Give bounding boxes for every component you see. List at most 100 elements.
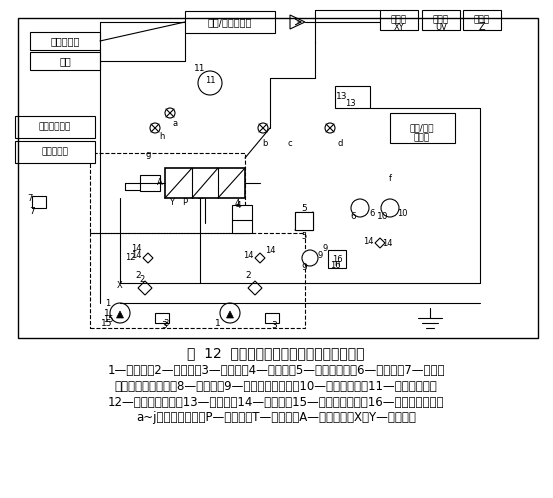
Text: b: b [262, 138, 268, 147]
Text: 6: 6 [350, 212, 356, 221]
Text: 信号处理器: 信号处理器 [41, 147, 69, 156]
Polygon shape [290, 15, 305, 29]
Bar [295, 212, 313, 230]
Text: 14: 14 [265, 246, 275, 254]
Text: h: h [159, 131, 165, 140]
Text: 13: 13 [336, 92, 348, 101]
Bar [232, 205, 252, 233]
Text: 1: 1 [104, 308, 110, 318]
Text: 9: 9 [317, 251, 322, 260]
Text: P: P [182, 198, 187, 207]
Text: 自动/手动
控制器: 自动/手动 控制器 [410, 124, 434, 143]
Circle shape [198, 71, 222, 95]
Text: g: g [145, 149, 150, 158]
Text: 10: 10 [377, 212, 389, 221]
Text: X: X [117, 281, 123, 290]
Bar [140, 175, 160, 191]
Text: c: c [288, 138, 293, 147]
Polygon shape [248, 281, 262, 295]
Text: 电源: 电源 [59, 56, 71, 66]
Circle shape [220, 303, 240, 323]
Bar [185, 11, 275, 33]
Text: 16: 16 [332, 254, 342, 263]
Text: 自动/手动控制器: 自动/手动控制器 [208, 17, 252, 27]
Text: A: A [157, 177, 163, 186]
Circle shape [351, 199, 369, 217]
Circle shape [302, 250, 318, 266]
Text: 14: 14 [363, 237, 373, 246]
Text: 11: 11 [194, 64, 206, 73]
Polygon shape [138, 281, 152, 295]
Bar [328, 250, 346, 268]
Polygon shape [375, 238, 385, 248]
Text: f: f [389, 173, 392, 182]
Polygon shape [255, 253, 265, 263]
Text: 9: 9 [301, 263, 307, 272]
Text: T: T [197, 198, 202, 207]
Text: 3: 3 [163, 319, 169, 328]
Text: 7: 7 [27, 194, 33, 203]
Bar [30, 32, 100, 50]
Text: 示波器: 示波器 [474, 15, 490, 24]
Text: 4: 4 [234, 199, 239, 208]
Text: 1: 1 [215, 319, 221, 328]
Text: 记录仪: 记录仪 [433, 15, 449, 24]
Text: 感器或压差传感器；8—被试阀；9—泄漏流量传感器；10—温度指示器；11—流量传感器；: 感器或压差传感器；8—被试阀；9—泄漏流量传感器；10—温度指示器；11—流量传… [114, 379, 437, 392]
Text: 2: 2 [245, 271, 251, 280]
Text: 3: 3 [271, 321, 277, 330]
Text: 2: 2 [135, 271, 141, 280]
Polygon shape [117, 311, 123, 318]
Text: 1—液压源；2—过滤器；3—溢流阀；4—蓄能器；5—温度传感器；6—压力表；7—压力传: 1—液压源；2—过滤器；3—溢流阀；4—蓄能器；5—温度传感器；6—压力表；7—… [107, 364, 445, 376]
Text: 3: 3 [161, 321, 167, 330]
Text: 压力显示装置: 压力显示装置 [39, 123, 71, 131]
Text: 10: 10 [397, 209, 407, 218]
Text: 5: 5 [301, 232, 306, 241]
Bar [30, 52, 100, 70]
Bar [422, 10, 460, 30]
Text: 14: 14 [382, 239, 392, 248]
Text: 1: 1 [106, 298, 111, 307]
Text: 15: 15 [103, 316, 113, 325]
Circle shape [110, 303, 130, 323]
Bar [90, 153, 245, 233]
Text: Y: Y [170, 198, 175, 207]
Bar [165, 168, 245, 198]
Text: 16: 16 [330, 261, 340, 270]
Text: 15: 15 [101, 319, 113, 328]
Bar [463, 10, 501, 30]
Text: 6: 6 [369, 209, 375, 218]
Text: 12: 12 [125, 253, 135, 262]
Text: n: n [335, 258, 340, 267]
Bar [15, 116, 95, 138]
Circle shape [381, 199, 399, 217]
Bar [380, 10, 418, 30]
Bar [18, 18, 538, 338]
Text: 13: 13 [345, 99, 356, 108]
Polygon shape [227, 311, 233, 318]
Text: 5: 5 [301, 204, 307, 213]
Text: 2: 2 [139, 275, 145, 284]
Bar [32, 196, 46, 208]
Text: UV: UV [435, 22, 447, 31]
Text: 14: 14 [243, 251, 253, 260]
Text: 14: 14 [131, 244, 141, 252]
Bar [295, 212, 313, 230]
Text: 图  12  三通比例方向阀典型的稳态试验回路: 图 12 三通比例方向阀典型的稳态试验回路 [187, 346, 365, 360]
Polygon shape [143, 253, 153, 263]
Text: 信号发生器: 信号发生器 [50, 36, 80, 46]
Text: Z: Z [479, 22, 486, 32]
Text: 4: 4 [235, 201, 241, 210]
Text: 9: 9 [322, 244, 327, 252]
Text: 7: 7 [29, 207, 35, 216]
Bar [15, 141, 95, 163]
Bar [265, 313, 279, 323]
Text: 14: 14 [131, 251, 141, 260]
Text: d: d [337, 138, 343, 147]
Bar [90, 233, 305, 328]
Bar [390, 113, 455, 143]
Bar [155, 313, 169, 323]
Text: a~j为正向截止阀；P—供油口；T—回油口；A—控制油口；X和Y—先导油口: a~j为正向截止阀；P—供油口；T—回油口；A—控制油口；X和Y—先导油口 [136, 411, 416, 424]
Text: 11: 11 [205, 76, 215, 85]
Text: XY: XY [394, 22, 404, 31]
Text: 绘图仪: 绘图仪 [391, 15, 407, 24]
